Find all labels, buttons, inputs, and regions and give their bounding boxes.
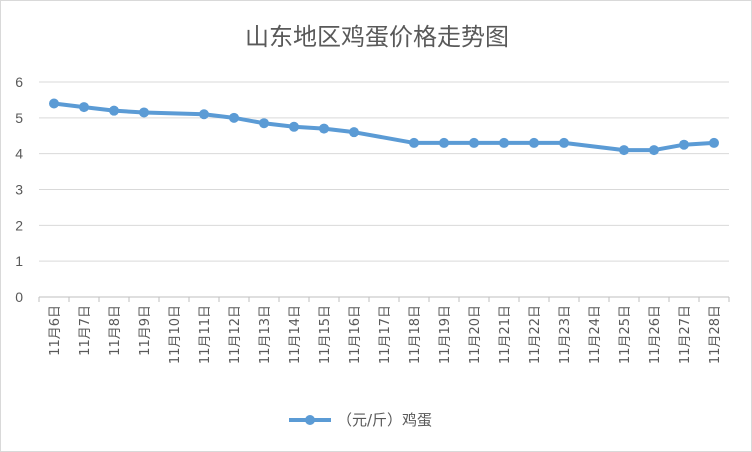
data-point bbox=[199, 109, 209, 120]
y-tick-label: 1 bbox=[15, 253, 23, 269]
data-point bbox=[469, 137, 479, 148]
x-tick-label: 11月17日 bbox=[378, 305, 393, 364]
data-point bbox=[529, 137, 539, 148]
legend: （元/斤）鸡蛋 bbox=[289, 411, 432, 429]
data-point bbox=[49, 98, 59, 109]
chart-title: 山东地区鸡蛋价格走势图 bbox=[245, 23, 509, 51]
x-tick-label: 11月11日 bbox=[198, 305, 213, 364]
x-tick-label: 11月8日 bbox=[108, 305, 123, 356]
gridlines bbox=[39, 81, 729, 298]
series-line bbox=[52, 101, 716, 153]
x-tick-label: 11月21日 bbox=[498, 305, 513, 364]
x-tick-label: 11月13日 bbox=[258, 305, 273, 364]
y-tick-label: 5 bbox=[15, 110, 23, 126]
data-point bbox=[139, 107, 149, 118]
data-point bbox=[259, 118, 269, 129]
data-point bbox=[619, 145, 629, 156]
x-tick-label: 11月28日 bbox=[708, 305, 723, 364]
x-tick-label: 11月26日 bbox=[648, 305, 663, 364]
x-tick-label: 11月22日 bbox=[528, 305, 543, 364]
data-point bbox=[679, 139, 689, 150]
x-tick-label: 11月14日 bbox=[288, 305, 303, 364]
data-point bbox=[79, 102, 89, 113]
data-point bbox=[409, 137, 419, 148]
x-tick-label: 11月16日 bbox=[348, 305, 363, 364]
x-tick-label: 11月19日 bbox=[438, 305, 453, 364]
data-point bbox=[349, 127, 359, 138]
data-point bbox=[109, 105, 119, 116]
data-point bbox=[229, 112, 239, 123]
x-tick-label: 11月12日 bbox=[228, 305, 243, 364]
y-tick-label: 0 bbox=[15, 289, 23, 305]
data-point bbox=[649, 145, 659, 156]
y-tick-label: 3 bbox=[15, 182, 23, 198]
data-point bbox=[439, 137, 449, 148]
data-point bbox=[499, 137, 509, 148]
y-tick-label: 2 bbox=[15, 217, 23, 233]
x-tick-label: 11月23日 bbox=[558, 305, 573, 364]
x-tick-label: 11月25日 bbox=[618, 305, 633, 364]
data-point bbox=[289, 121, 299, 132]
x-tick-label: 11月15日 bbox=[318, 305, 333, 364]
data-point bbox=[319, 123, 329, 134]
y-tick-label: 6 bbox=[15, 74, 23, 90]
x-tick-label: 11月18日 bbox=[408, 305, 423, 364]
series-layer bbox=[49, 98, 719, 156]
x-axis-ticks: 11月6日 11月7日 11月8日 11月9日 11月10日 11月11日 11月12日 11… bbox=[38, 297, 730, 364]
x-tick-label: 11月9日 bbox=[138, 305, 153, 356]
data-point bbox=[709, 137, 719, 148]
x-tick-label: 11月6日 bbox=[48, 305, 63, 356]
legend-label: （元/斤）鸡蛋 bbox=[337, 411, 432, 429]
x-tick-label: 11月7日 bbox=[78, 305, 93, 356]
x-tick-label: 11月10日 bbox=[168, 305, 183, 364]
data-point bbox=[559, 137, 569, 148]
y-tick-label: 4 bbox=[15, 146, 23, 162]
y-axis-ticks: 0 1 2 3 4 5 6 bbox=[15, 74, 23, 305]
x-tick-label: 11月20日 bbox=[468, 305, 483, 364]
legend-point-marker bbox=[305, 415, 315, 425]
x-tick-label: 11月27日 bbox=[678, 305, 693, 364]
x-tick-label: 11月24日 bbox=[588, 305, 603, 364]
